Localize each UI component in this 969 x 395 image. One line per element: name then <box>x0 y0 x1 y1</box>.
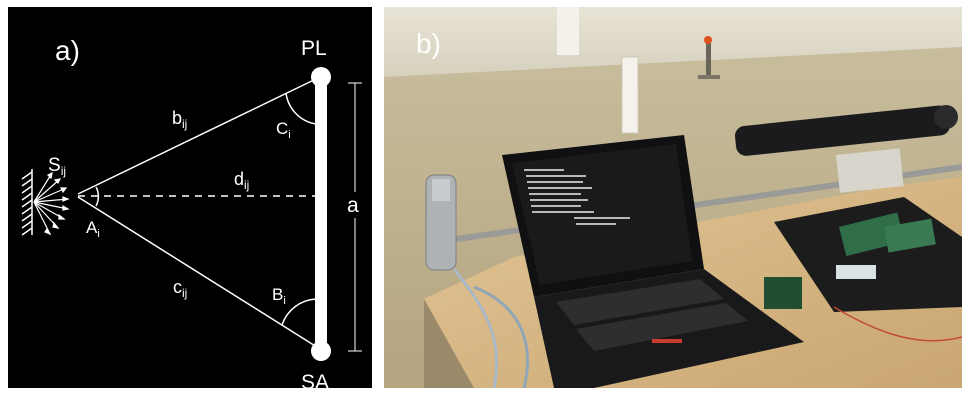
angle-a-arc <box>95 186 100 207</box>
side-c-label: cij <box>173 277 187 300</box>
angle-c-arc <box>285 92 317 125</box>
laser-tube <box>734 105 950 156</box>
segment-a-bar <box>315 77 327 351</box>
terminal-text-lines <box>524 169 630 225</box>
laser-mount-bracket <box>836 148 904 193</box>
angle-a-label: Ai <box>86 218 100 240</box>
point-sa-dot <box>311 341 331 361</box>
target-post <box>621 56 639 134</box>
cable-1 <box>452 268 499 388</box>
angle-b-arc <box>281 298 317 326</box>
photo-panel-b: b) <box>384 7 962 388</box>
dimension-label-gap <box>346 192 366 218</box>
sensor-wall-hatching <box>21 169 33 236</box>
sensor-ray-arrows <box>33 171 70 236</box>
light-stand-base <box>698 75 720 79</box>
sensor-s-label: Sij <box>48 155 66 178</box>
panel-a-label: a) <box>55 35 80 66</box>
side-c-line <box>77 196 321 350</box>
red-light <box>704 36 712 44</box>
wall-column <box>557 7 579 55</box>
setup-photo: b) <box>384 7 962 388</box>
triangle-diagram: a) <box>21 35 366 394</box>
light-stand <box>706 42 711 76</box>
sensor-window <box>432 179 450 201</box>
angle-c-label: Ci <box>276 119 291 141</box>
red-wires <box>833 306 962 342</box>
laptop-keys <box>556 279 748 351</box>
side-d-label: dij <box>234 169 249 192</box>
motor-board <box>764 277 802 309</box>
point-pl-dot <box>311 67 331 87</box>
point-sa-label: SA <box>301 371 329 388</box>
cable-2 <box>473 285 529 388</box>
trackpoint-buttons <box>652 339 682 343</box>
laser-end-cap <box>934 105 958 129</box>
circuit-board-2 <box>884 218 936 253</box>
side-b-label: bij <box>172 108 187 131</box>
side-b-line <box>77 76 321 195</box>
breadboard-strip <box>836 265 876 279</box>
panel-b-label: b) <box>416 28 441 59</box>
point-pl-label: PL <box>301 37 327 60</box>
side-a-label: a <box>347 194 359 217</box>
diagram-panel-a: a) <box>8 7 372 394</box>
laptop-screen <box>512 144 692 285</box>
angle-b-label: Bi <box>272 285 286 307</box>
table-front <box>424 299 474 388</box>
